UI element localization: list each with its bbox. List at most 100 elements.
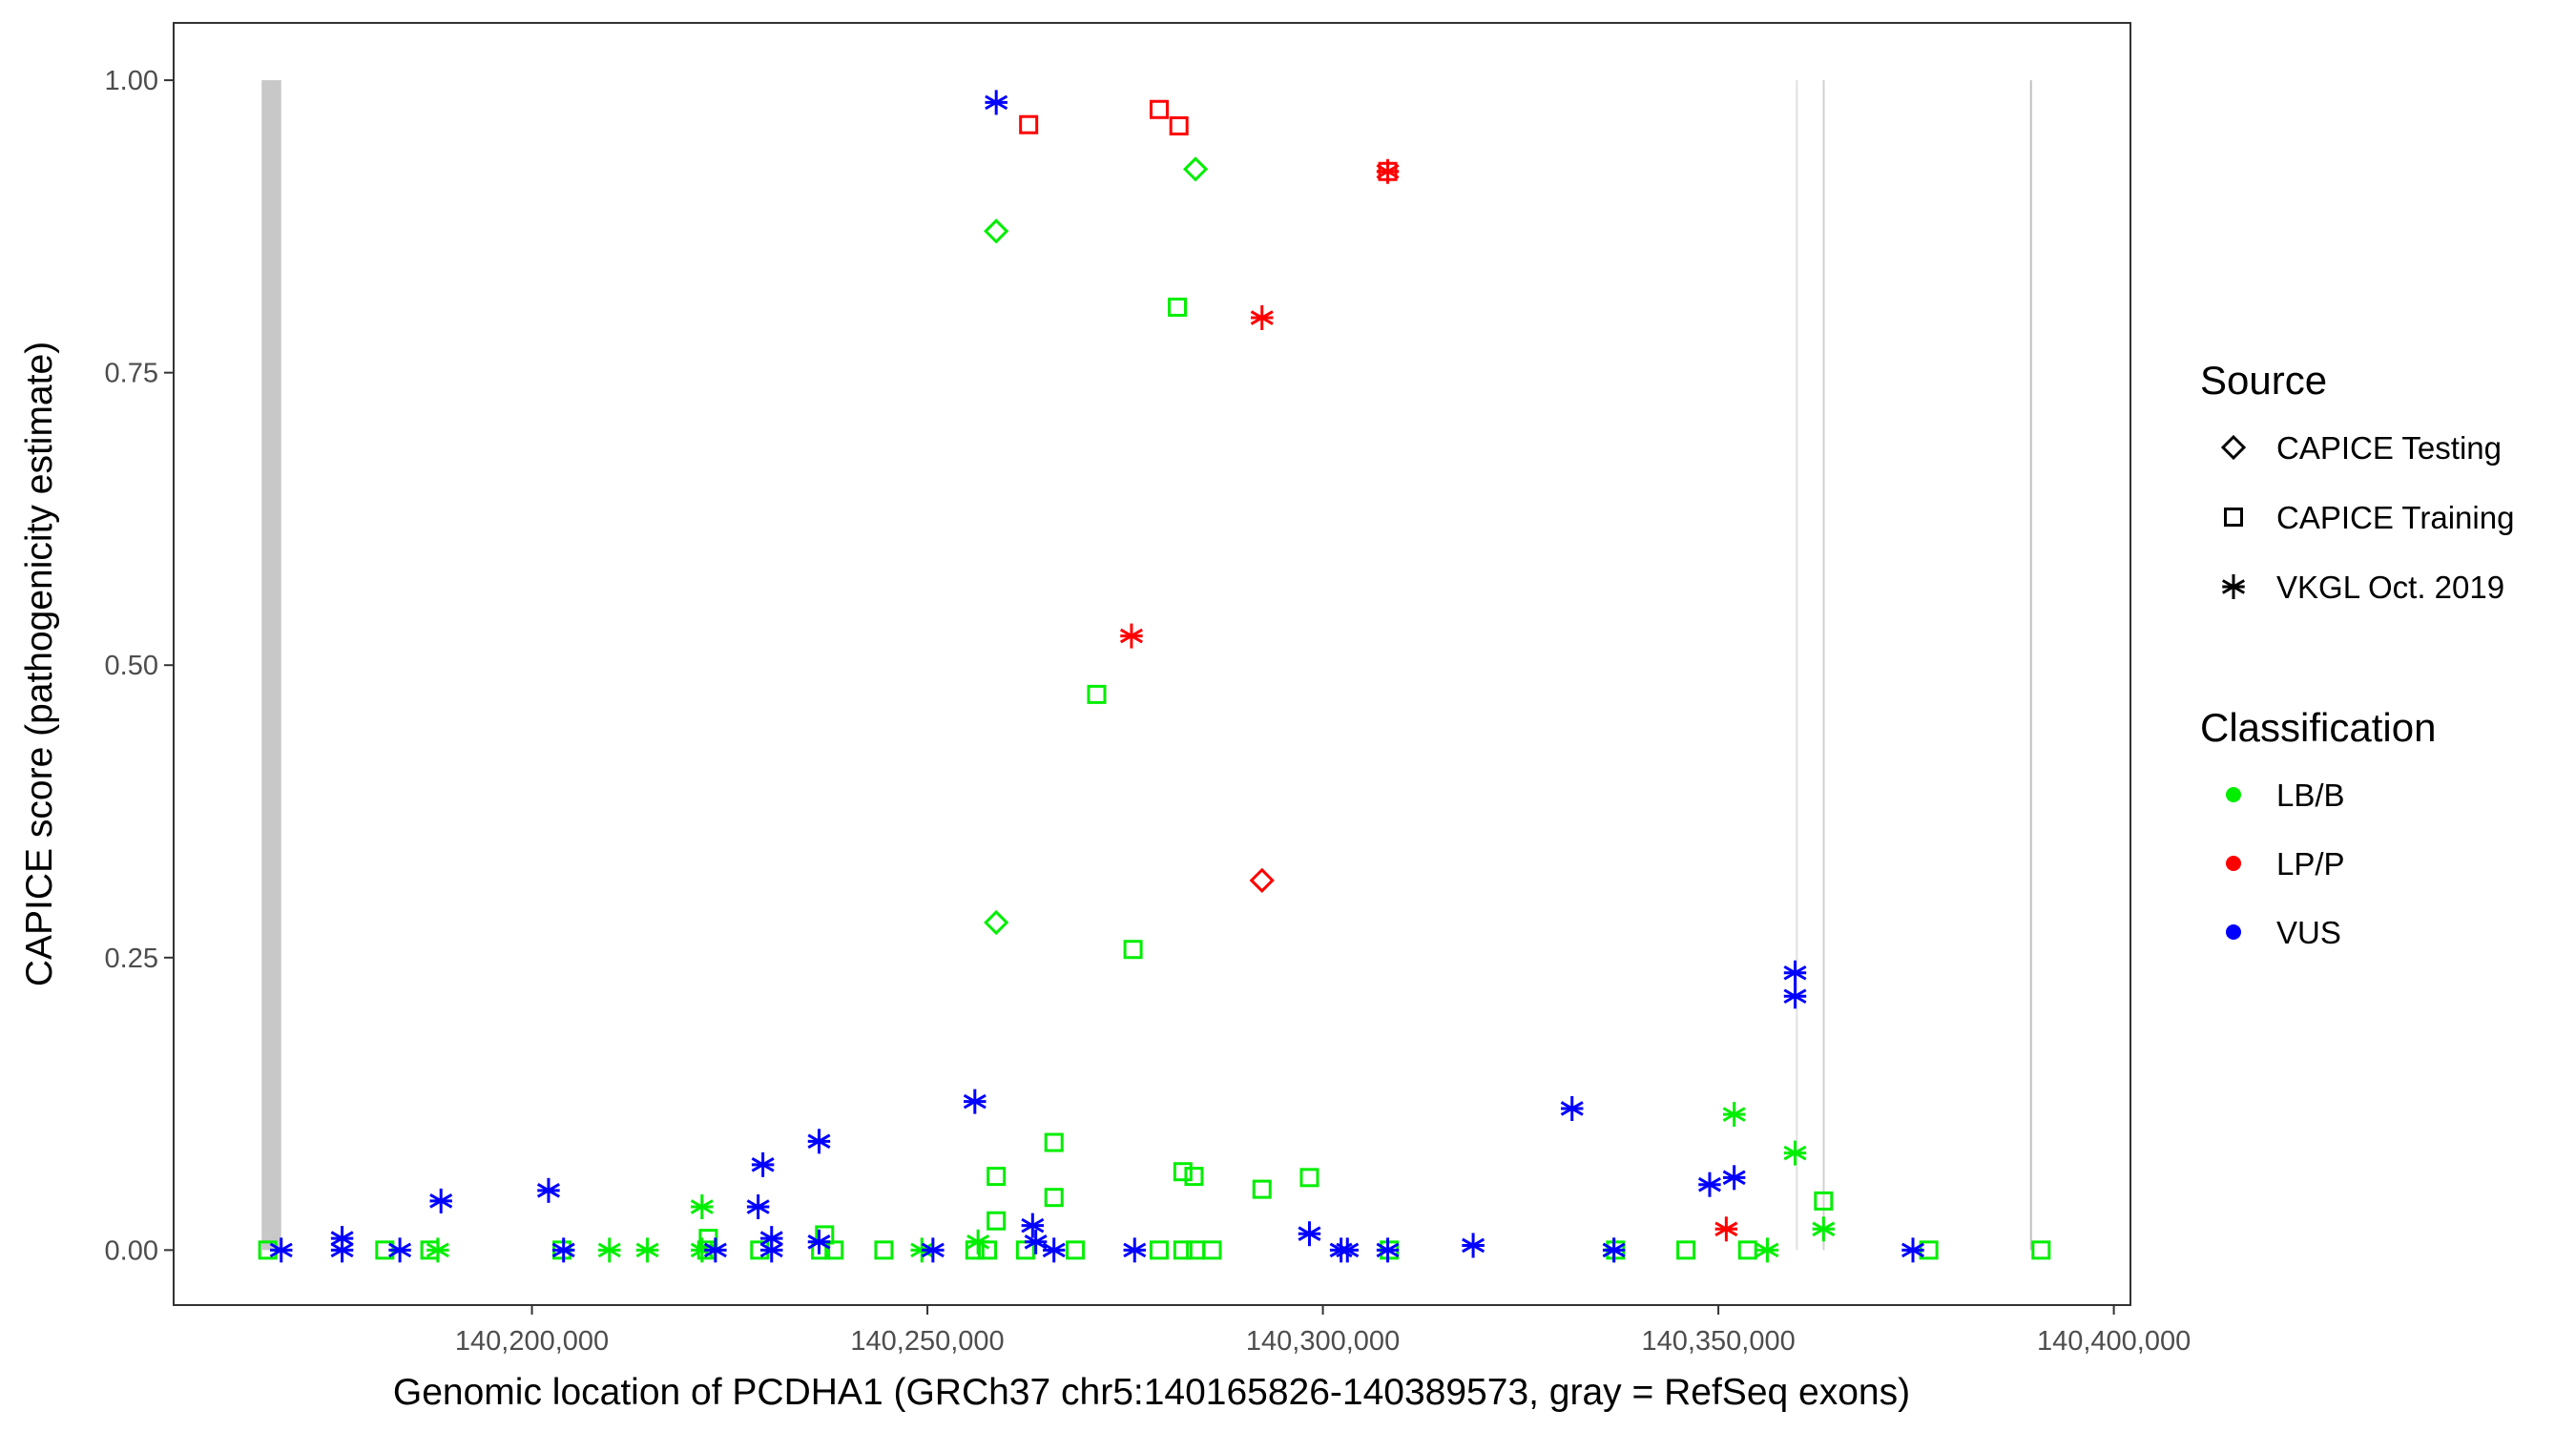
y-tick-label: 0.50	[105, 651, 158, 681]
data-point	[1697, 1172, 1721, 1197]
data-point	[1783, 960, 1807, 985]
data-point	[1714, 1216, 1738, 1242]
x-tick-label: 140,400,000	[2037, 1326, 2191, 1357]
data-point	[1184, 1167, 1204, 1187]
exon-bands	[261, 80, 2032, 1251]
data-point	[1024, 1229, 1048, 1255]
data-point	[746, 1193, 770, 1219]
data-point	[987, 1167, 1007, 1187]
data-point	[984, 909, 1009, 936]
data-point	[1737, 1240, 1757, 1260]
data-point	[536, 1177, 560, 1203]
diamond-marker	[984, 218, 1009, 244]
data-point	[1755, 1237, 1779, 1263]
data-point	[597, 1237, 621, 1263]
data-point	[429, 1188, 453, 1213]
x-tick-label: 140,350,000	[1641, 1326, 1795, 1357]
square-marker	[987, 1167, 1007, 1187]
data-point	[807, 1129, 831, 1154]
data-point	[1168, 297, 1188, 317]
legend-source-label: CAPICE Training	[2276, 500, 2514, 535]
data-point	[1298, 1221, 1321, 1247]
data-point	[1676, 1240, 1696, 1260]
square-marker	[1149, 99, 1169, 119]
data-point	[1149, 1240, 1169, 1260]
y-axis: 0.00 0.25 0.50 0.75 1.00	[105, 66, 174, 1266]
data-point	[551, 1237, 575, 1263]
data-point	[1252, 1179, 1272, 1199]
data-point	[874, 1240, 894, 1260]
y-axis-title: CAPICE score (pathogenicity estimate)	[19, 342, 60, 986]
square-marker	[1087, 684, 1107, 704]
data-point	[1119, 623, 1143, 649]
data-point	[1376, 1237, 1400, 1263]
legend-source-label: VKGL Oct. 2019	[2276, 570, 2504, 605]
data-point	[330, 1237, 354, 1263]
data-point	[1783, 1140, 1807, 1166]
data-point	[1812, 1216, 1836, 1242]
data-point	[388, 1237, 412, 1263]
data-point	[1250, 305, 1274, 331]
x-tick-label: 140,250,000	[850, 1326, 1004, 1357]
data-point	[985, 90, 1008, 115]
legend-class-label: VUS	[2276, 915, 2341, 950]
legend: Source CAPICE Testing CAPICE Training VKGL…	[2200, 358, 2514, 950]
data-point	[1123, 1237, 1147, 1263]
data-point	[426, 1237, 449, 1263]
exon-band	[1796, 80, 1798, 1251]
data-point	[1299, 1168, 1319, 1188]
square-marker	[1202, 1240, 1222, 1260]
square-marker	[1173, 1162, 1193, 1182]
data-point	[759, 1237, 783, 1263]
data-point	[269, 1237, 293, 1263]
x-axis-title: Genomic location of PCDHA1 (GRCh37 chr5:…	[393, 1372, 1910, 1413]
data-point	[1021, 1213, 1045, 1238]
square-marker	[1737, 1240, 1757, 1260]
square-marker	[1184, 1167, 1204, 1187]
exon-band	[2029, 80, 2032, 1251]
diamond-marker	[1182, 156, 1209, 182]
data-point	[1722, 1102, 1746, 1128]
plot-background	[174, 23, 2130, 1305]
data-point	[963, 1089, 987, 1114]
data-point	[635, 1237, 659, 1263]
data-point	[1560, 1095, 1584, 1121]
data-point	[690, 1193, 714, 1219]
square-marker	[1252, 1179, 1272, 1199]
data-point	[1173, 1162, 1193, 1182]
legend-dot-icon	[2226, 787, 2241, 802]
data-point	[1336, 1237, 1360, 1263]
legend-diamond-icon	[2220, 434, 2247, 461]
data-point	[1042, 1237, 1066, 1263]
square-marker	[1019, 114, 1039, 135]
data-point	[1066, 1240, 1086, 1260]
diamond-marker	[1249, 867, 1275, 893]
data-point	[1722, 1165, 1746, 1191]
legend-dot-icon	[2226, 856, 2241, 871]
legend-source-label: CAPICE Testing	[2276, 430, 2502, 466]
legend-class-title: Classification	[2200, 705, 2436, 750]
y-tick-label: 0.00	[105, 1235, 158, 1266]
data-point	[1602, 1237, 1626, 1263]
data-point	[1202, 1240, 1222, 1260]
x-tick-label: 140,300,000	[1246, 1326, 1400, 1357]
legend-source-title: Source	[2200, 358, 2327, 403]
square-marker	[1173, 1240, 1193, 1260]
square-marker	[1044, 1188, 1064, 1208]
square-marker	[1169, 115, 1189, 135]
square-marker	[1299, 1168, 1319, 1188]
data-point	[1173, 1240, 1193, 1260]
data-point	[1149, 99, 1169, 119]
square-marker	[2031, 1240, 2051, 1260]
y-tick-label: 1.00	[105, 66, 158, 96]
data-point	[751, 1151, 775, 1177]
legend-class-label: LB/B	[2276, 778, 2345, 813]
square-marker	[1044, 1132, 1064, 1152]
data-point	[1376, 158, 1400, 184]
square-marker	[1168, 297, 1188, 317]
data-point	[987, 1211, 1007, 1231]
square-marker	[987, 1211, 1007, 1231]
data-point	[1044, 1188, 1064, 1208]
data-point	[1087, 684, 1107, 704]
